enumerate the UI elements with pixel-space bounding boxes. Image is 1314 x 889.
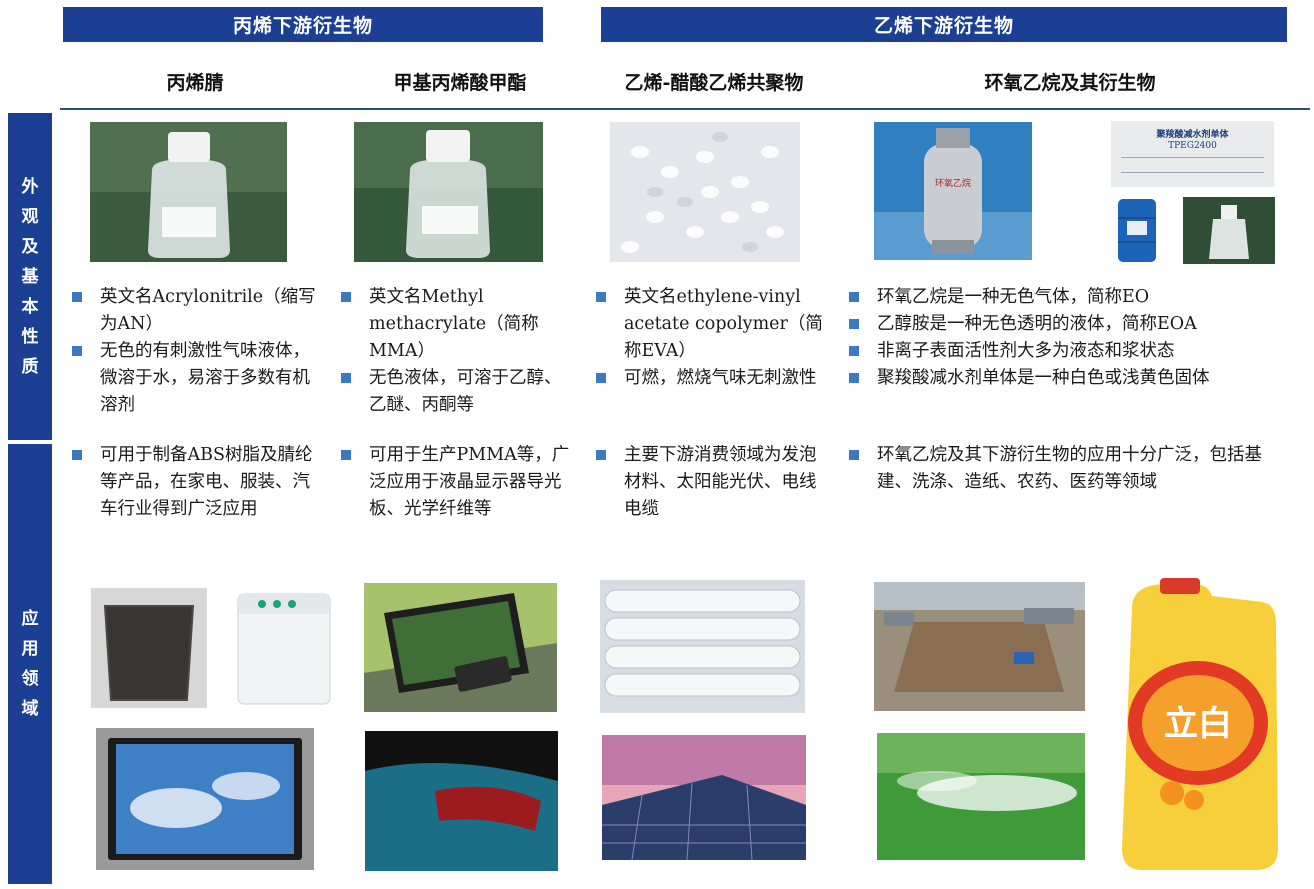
list-item: 乙醇胺是一种无色透明的液体，简称EOA: [843, 311, 1308, 338]
laptop-phone-photo: [364, 583, 557, 712]
acrylonitrile-bottle-photo: [90, 122, 287, 262]
list-item: 无色液体，可溶于乙醇、乙醚、丙酮等: [335, 365, 575, 419]
mma-properties-list: 英文名Methyl methacrylate（简称MMA） 无色液体，可溶于乙醇…: [335, 284, 575, 419]
acrylonitrile-applications-list: 可用于制备ABS树脂及腈纶等产品，在家电、服装、汽车行业得到广泛应用: [66, 442, 318, 523]
column-title-eo: 环氧乙烷及其衍生物: [984, 72, 1156, 94]
row-label-char: 域: [21, 699, 39, 719]
row-label-char: 应: [21, 609, 39, 629]
row-label-char: 本: [21, 296, 39, 317]
mma-bottle-photo: [354, 122, 543, 262]
list-item: 环氧乙烷是一种无色气体，简称EO: [843, 284, 1308, 311]
list-item: 非离子表面活性剂大多为液态和浆状态: [843, 338, 1308, 365]
lab-bottle-photo: [1183, 197, 1275, 264]
car-taillight-photo: [365, 731, 558, 871]
mma-applications-list: 可用于生产PMMA等，广泛应用于液晶显示器导光板、光学纤维等: [335, 442, 577, 523]
row-label-char: 及: [21, 236, 39, 257]
detergent-brand-label: 立白: [1164, 704, 1232, 744]
list-item: 英文名Acrylonitrile（缩写为AN）: [66, 284, 316, 338]
eo-properties-list: 环氧乙烷是一种无色气体，简称EO 乙醇胺是一种无色透明的液体，简称EOA 非离子…: [843, 284, 1308, 392]
crop-spraying-photo: [877, 733, 1085, 860]
list-item: 英文名ethylene-vinyl acetate copolymer（简称EV…: [590, 284, 835, 365]
header-divider: [60, 108, 1310, 110]
row-label-applications: 应 用 领 域: [8, 444, 52, 884]
monomer-bag-stripe: [1121, 157, 1264, 173]
list-item: 无色的有刺激性气味液体，微溶于水，易溶于多数有机溶剂: [66, 338, 316, 419]
detergent-bottle-photo: 立白: [1112, 578, 1284, 878]
construction-site-photo: [874, 582, 1085, 711]
row-label-char: 性: [21, 326, 39, 347]
list-item: 环氧乙烷及其下游衍生物的应用十分广泛，包括基建、洗涤、造纸、农药、医药等领域: [843, 442, 1288, 496]
eva-pellets-photo: [610, 122, 800, 262]
blue-barrel-photo: [1116, 197, 1158, 264]
column-title-acrylonitrile: 丙烯腈: [166, 72, 224, 94]
tv-photo: [96, 728, 314, 870]
row-label-char: 外: [21, 176, 39, 197]
eo-cylinder-photo: 环氧乙烷: [874, 122, 1032, 260]
yarn-spool-photo: [91, 588, 207, 708]
ethylene-header-label: 乙烯下游衍生物: [873, 15, 1014, 37]
eo-cylinder-label: 环氧乙烷: [934, 179, 971, 189]
list-item: 聚羧酸减水剂单体是一种白色或浅黄色固体: [843, 365, 1308, 392]
row-label-char: 质: [21, 356, 39, 377]
eva-applications-list: 主要下游消费领域为发泡材料、太阳能光伏、电线电缆: [590, 442, 826, 523]
washing-machine-photo: [232, 584, 336, 712]
row-label-char: 用: [21, 639, 39, 659]
ethylene-derivatives-header: 乙烯下游衍生物: [601, 7, 1287, 42]
eo-applications-list: 环氧乙烷及其下游衍生物的应用十分广泛，包括基建、洗涤、造纸、农药、医药等领域: [843, 442, 1288, 496]
list-item: 可用于制备ABS树脂及腈纶等产品，在家电、服装、汽车行业得到广泛应用: [66, 442, 318, 523]
column-title-eva: 乙烯-醋酸乙烯共聚物: [624, 72, 804, 94]
list-item: 可用于生产PMMA等，广泛应用于液晶显示器导光板、光学纤维等: [335, 442, 577, 523]
list-item: 主要下游消费领域为发泡材料、太阳能光伏、电线电缆: [590, 442, 826, 523]
column-title-mma: 甲基丙烯酸甲酯: [393, 72, 527, 94]
row-label-char: 领: [21, 669, 39, 689]
propylene-header-label: 丙烯下游衍生物: [232, 15, 373, 37]
solar-panels-photo: [602, 735, 806, 860]
list-item: 英文名Methyl methacrylate（简称MMA）: [335, 284, 575, 365]
monomer-bag-photo: 聚羧酸减水剂单体 TPEG2400: [1111, 121, 1274, 187]
eva-properties-list: 英文名ethylene-vinyl acetate copolymer（简称EV…: [590, 284, 835, 392]
acrylonitrile-properties-list: 英文名Acrylonitrile（缩写为AN） 无色的有刺激性气味液体，微溶于水…: [66, 284, 316, 419]
monomer-bag-code: TPEG2400: [1168, 141, 1217, 151]
row-label-char: 观: [21, 206, 39, 227]
propylene-derivatives-header: 丙烯下游衍生物: [63, 7, 543, 42]
monomer-bag-title: 聚羧酸减水剂单体: [1156, 130, 1229, 140]
foam-rolls-photo: [600, 580, 805, 713]
row-label-char: 基: [21, 266, 39, 287]
list-item: 可燃，燃烧气味无刺激性: [590, 365, 835, 392]
row-label-properties: 外 观 及 基 本 性 质: [8, 113, 52, 440]
